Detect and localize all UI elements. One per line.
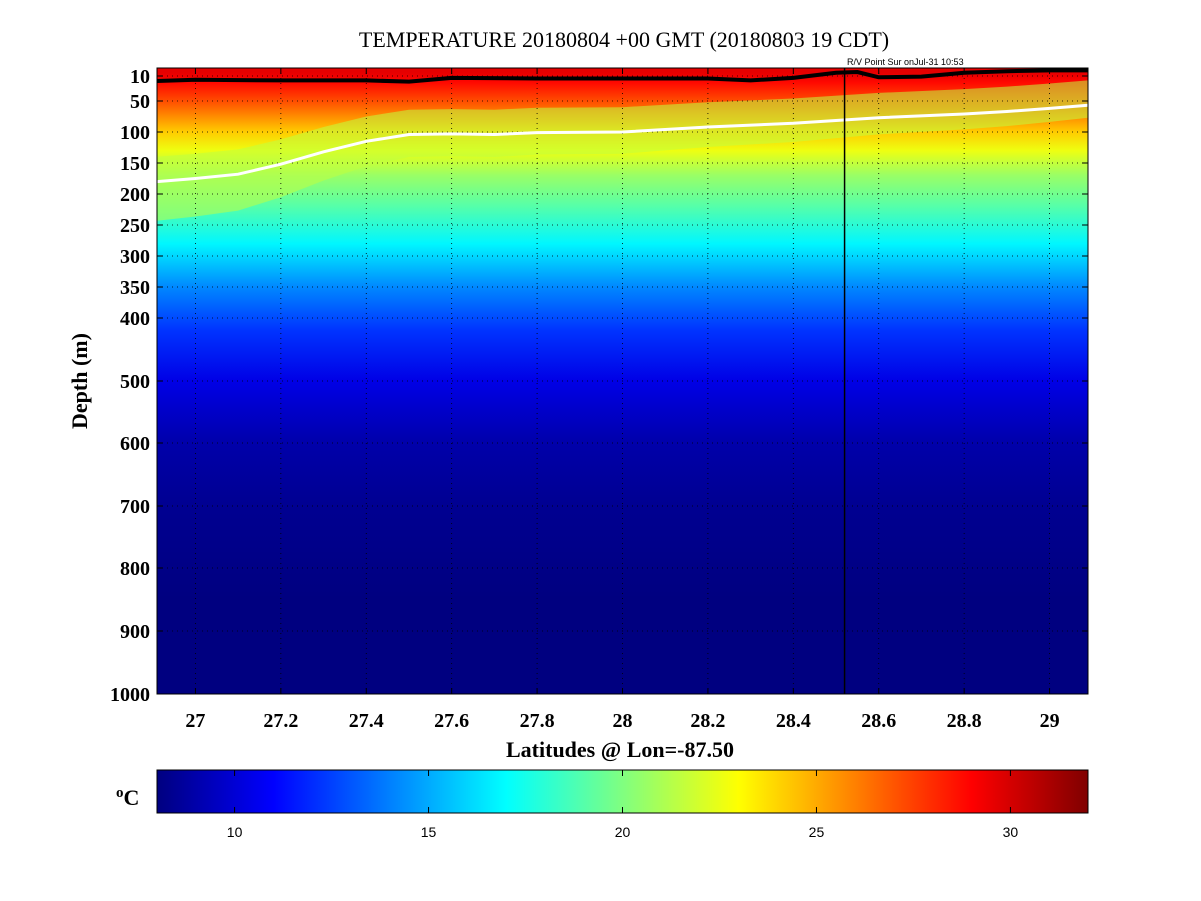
y-tick-label: 400 bbox=[120, 308, 150, 330]
warm-layer-tilt bbox=[157, 80, 1088, 221]
y-tick-label: 300 bbox=[120, 246, 150, 268]
y-axis-label: Depth (m) bbox=[67, 333, 92, 429]
y-tick-label: 100 bbox=[120, 122, 150, 144]
colorbar-ticks: 10 15 20 25 30 bbox=[227, 770, 1019, 840]
x-tick-label: 29 bbox=[1040, 710, 1060, 732]
grid-lines bbox=[157, 68, 1088, 694]
colorbar-unit: oC bbox=[116, 785, 139, 810]
x-axis-label: Latitudes @ Lon=-87.50 bbox=[506, 737, 734, 762]
isotherm-line bbox=[157, 103, 1088, 184]
x-tick-label: 27 bbox=[185, 710, 205, 732]
colorbar-tick-label: 25 bbox=[809, 824, 825, 840]
y-tick-label: 50 bbox=[130, 91, 150, 113]
y-tick-label: 600 bbox=[120, 433, 150, 455]
colorbar bbox=[156, 769, 1089, 814]
y-tick-label: 200 bbox=[120, 184, 150, 206]
y-tick-label: 350 bbox=[120, 277, 150, 299]
plot-area bbox=[157, 68, 1088, 694]
x-tick-label: 27.6 bbox=[434, 710, 469, 732]
y-tick-label: 800 bbox=[120, 558, 150, 580]
x-tick-label: 27.2 bbox=[263, 710, 298, 732]
x-tick-label: 28.8 bbox=[947, 710, 982, 732]
colorbar-tick-label: 30 bbox=[1003, 824, 1019, 840]
y-tick-label: 150 bbox=[120, 153, 150, 175]
x-tick-label: 27.8 bbox=[520, 710, 555, 732]
y-tick-label: 10 bbox=[130, 66, 150, 88]
x-tick-label: 28.6 bbox=[861, 710, 896, 732]
colorbar-tick-label: 10 bbox=[227, 824, 243, 840]
y-tick-label: 700 bbox=[120, 496, 150, 518]
y-axis-ticks: 10 50 100 150 200 250 300 350 400 500 600 700 800 900… bbox=[110, 66, 1088, 706]
ship-annotation: R/V Point Sur onJul-31 10:53 bbox=[847, 57, 964, 67]
x-axis-ticks: 27 27.2 27.4 27.6 27.8 28 28.2 28.4 28.6 28.8 29 bbox=[185, 68, 1060, 732]
x-tick-label: 28.2 bbox=[690, 710, 725, 732]
colorbar-tick-label: 20 bbox=[615, 824, 631, 840]
y-tick-label: 250 bbox=[120, 215, 150, 237]
x-tick-label: 28 bbox=[613, 710, 633, 732]
y-tick-label: 1000 bbox=[110, 684, 150, 706]
y-tick-label: 500 bbox=[120, 371, 150, 393]
x-tick-label: 28.4 bbox=[776, 710, 811, 732]
colorbar-tick-label: 15 bbox=[421, 824, 437, 840]
x-tick-label: 27.4 bbox=[349, 710, 384, 732]
y-tick-label: 900 bbox=[120, 621, 150, 643]
chart-title: TEMPERATURE 20180804 +00 GMT (20180803 1… bbox=[359, 27, 889, 52]
